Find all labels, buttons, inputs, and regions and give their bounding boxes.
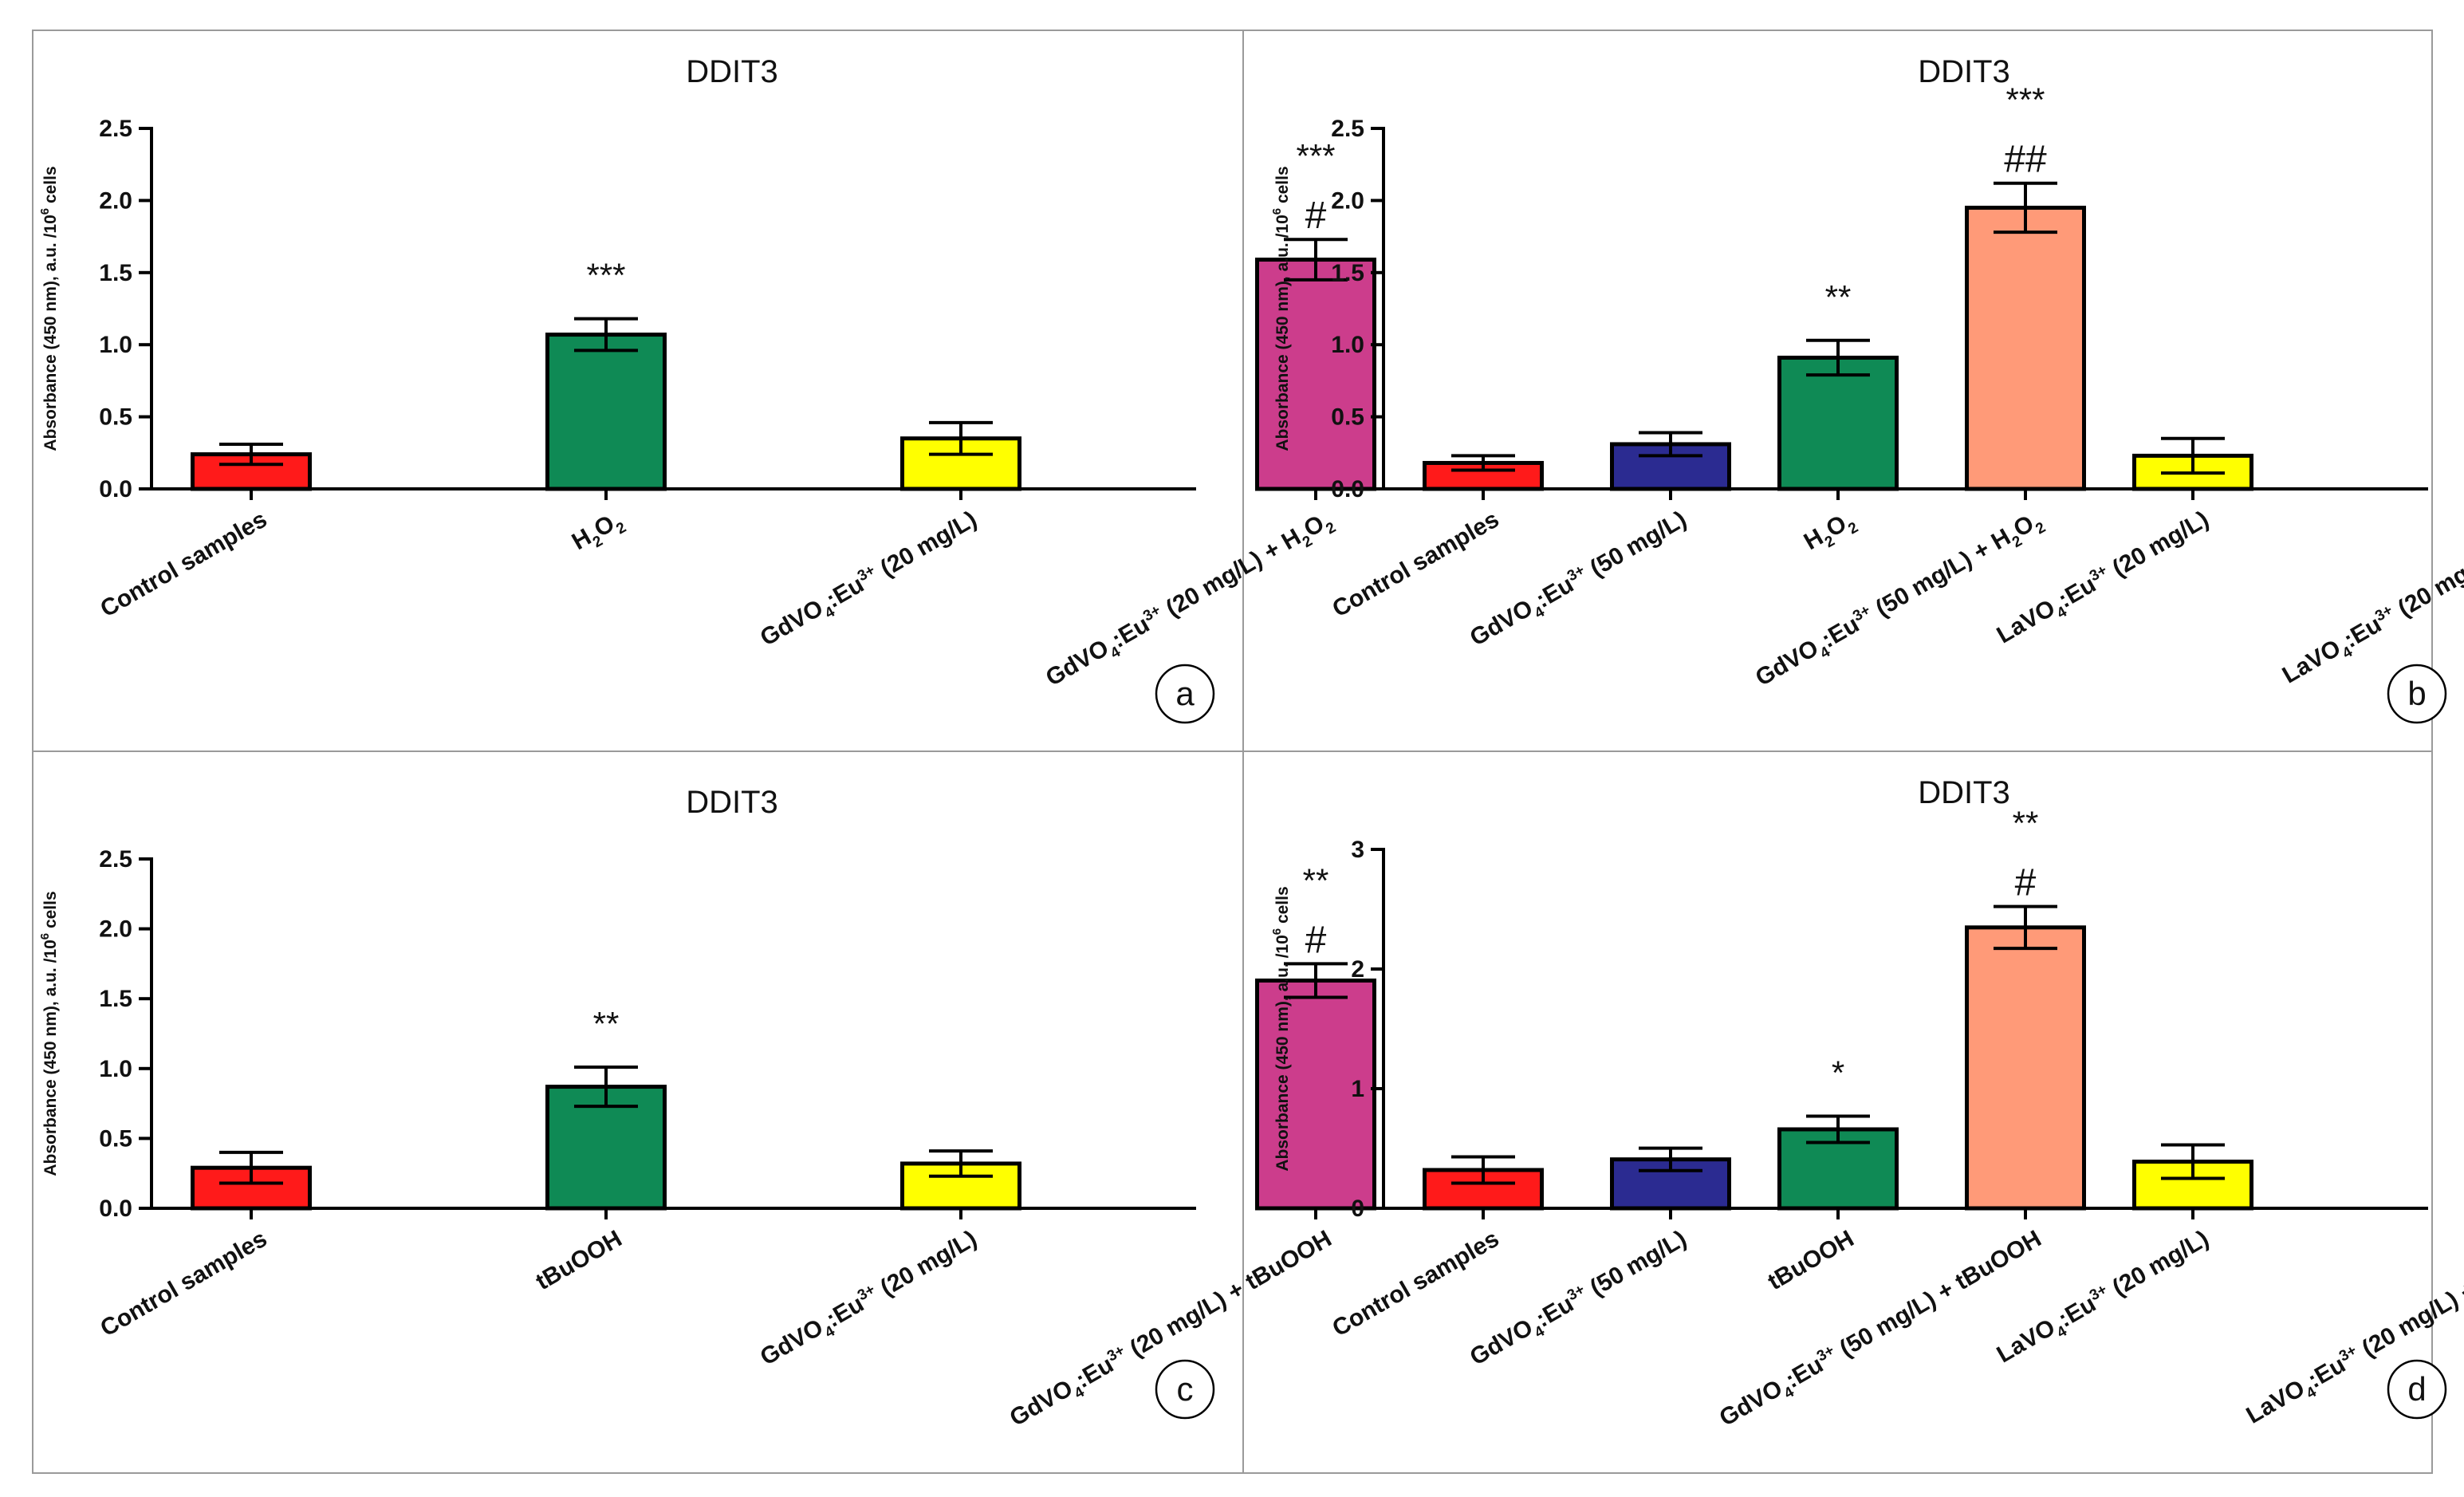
hash-marker: #	[1305, 195, 1327, 237]
panel-letter: c	[1177, 1370, 1194, 1408]
y-tick-label: 2.5	[1331, 116, 1364, 142]
y-tick-label: 0.0	[1331, 476, 1364, 502]
chart-title: DDIT3	[686, 54, 778, 89]
bar-4	[1255, 978, 1376, 1211]
y-tick-label: 1.0	[99, 1056, 132, 1082]
y-tick-label: 0.5	[1331, 404, 1364, 431]
chart-title: DDIT3	[1918, 54, 2010, 89]
panel-letter-circle	[1155, 1359, 1215, 1420]
y-tick-label: 1.0	[99, 332, 132, 358]
y-tick-label: 2.0	[1331, 187, 1364, 214]
panel-b: DDIT3 Absorbance (450 nm), a.u. /106 cell…	[1270, 54, 2464, 724]
y-axis-label: Absorbance (450 nm), a.u. /106 cells	[38, 891, 60, 1176]
bar-2	[545, 333, 667, 491]
y-tick-label: 2.0	[99, 187, 132, 214]
significance-marker: **	[2013, 805, 2039, 842]
y-tick-label: 2.0	[99, 916, 132, 943]
significance-marker: ***	[2005, 81, 2045, 119]
panel-letter-circle	[2387, 664, 2447, 724]
hash-marker: #	[2015, 862, 2037, 904]
y-tick-label: 1.0	[1331, 332, 1364, 358]
hash-marker: #	[1305, 919, 1327, 961]
y-tick-label: 0.5	[99, 404, 132, 431]
y-tick-label: 1	[1351, 1076, 1364, 1102]
significance-marker: *	[1832, 1054, 1844, 1092]
bar-6	[1965, 205, 2086, 491]
bar-6	[1965, 925, 2086, 1211]
significance-marker: ***	[586, 257, 625, 294]
y-tick-label: 1.5	[99, 260, 132, 286]
significance-marker: **	[1825, 278, 1852, 316]
y-tick-label: 0	[1351, 1196, 1364, 1222]
y-tick-label: 2.5	[99, 846, 132, 873]
chart-title: DDIT3	[686, 785, 778, 820]
panel-letter-circle	[1155, 664, 1215, 724]
y-tick-label: 0.5	[99, 1125, 132, 1152]
panel-letter-circle	[2387, 1359, 2447, 1420]
panel-letter: d	[2407, 1370, 2426, 1408]
y-tick-label: 1.5	[1331, 260, 1364, 286]
y-tick-label: 1.5	[99, 986, 132, 1012]
bar-4	[1255, 258, 1376, 491]
y-axis-label: Absorbance (450 nm), a.u. /106 cells	[1270, 886, 1292, 1171]
y-tick-label: 0.0	[99, 1196, 132, 1222]
bar-2	[1777, 355, 1899, 491]
y-tick-label: 2.5	[99, 116, 132, 142]
significance-marker: ***	[1296, 137, 1335, 175]
y-tick-label: 2	[1351, 956, 1364, 983]
y-axis-label: Absorbance (450 nm), a.u. /106 cells	[38, 166, 60, 451]
panel-letter: a	[1175, 675, 1195, 712]
y-tick-label: 0.0	[99, 476, 132, 502]
chart-title: DDIT3	[1918, 775, 2010, 810]
significance-marker: **	[593, 1005, 620, 1042]
panel-letter: b	[2407, 675, 2426, 712]
y-tick-label: 3	[1351, 837, 1364, 863]
significance-marker: **	[1303, 861, 1329, 899]
y-axis-label: Absorbance (450 nm), a.u. /106 cells	[1270, 166, 1292, 451]
hash-marker: ##	[2004, 139, 2047, 181]
